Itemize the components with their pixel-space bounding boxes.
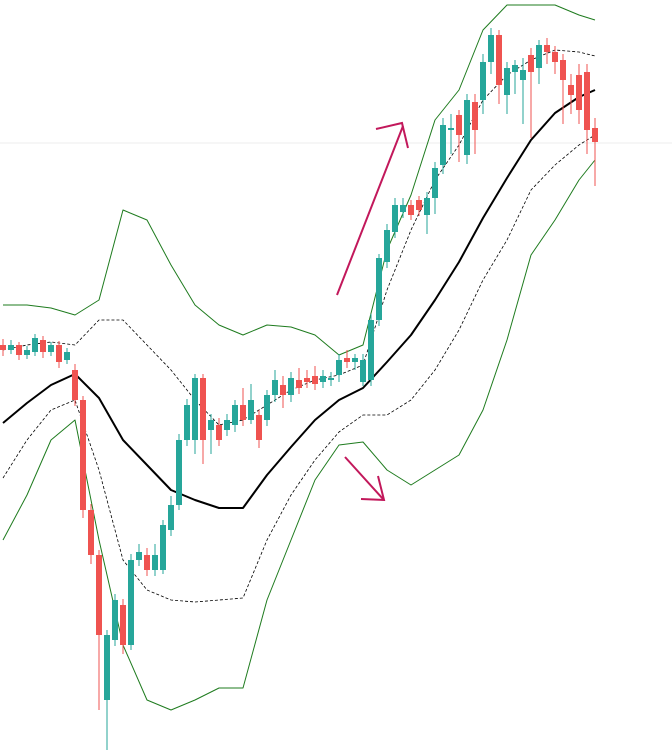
candle-body	[408, 205, 414, 215]
candle-body	[216, 425, 222, 440]
candle-body	[88, 510, 94, 555]
candle-body	[96, 555, 102, 635]
candle-body	[328, 378, 334, 380]
candle-body	[120, 605, 126, 645]
bands	[2, 4, 596, 711]
candle-body	[280, 385, 286, 395]
candle-body	[544, 45, 550, 52]
candle-body	[16, 345, 22, 355]
candle-body	[272, 380, 278, 395]
band-line	[3, 4, 596, 356]
candle-body	[352, 358, 358, 362]
candle-body	[552, 52, 558, 62]
candle-body	[560, 60, 566, 80]
candle-body	[424, 198, 430, 215]
band-line	[2, 49, 596, 426]
candle-body	[192, 378, 198, 440]
candle-body	[368, 320, 374, 380]
candle-body	[104, 635, 110, 700]
candle-body	[264, 395, 270, 420]
candle-body	[320, 376, 326, 382]
candle-body	[416, 200, 422, 210]
candle-body	[456, 115, 462, 135]
candle-body	[536, 45, 542, 68]
candle-body	[72, 370, 78, 400]
candle-body	[344, 358, 350, 362]
candle-body	[224, 420, 230, 430]
candle-body	[248, 400, 254, 420]
annotation-arrow-down	[344, 456, 386, 502]
candle-body	[488, 35, 494, 62]
band-line	[2, 134, 596, 603]
candle-body	[208, 420, 214, 430]
candle-body	[384, 230, 390, 262]
candle-body	[440, 125, 446, 165]
candle-body	[296, 380, 302, 388]
candle-body	[56, 345, 62, 362]
arrow-head	[375, 121, 409, 149]
candle-body	[136, 552, 142, 560]
candle-body	[0, 345, 6, 350]
candle-body	[312, 376, 318, 384]
arrow-shaft	[336, 125, 404, 296]
candle-body	[112, 600, 118, 640]
candle-body	[240, 405, 246, 420]
arrow-shaft	[344, 456, 384, 500]
candle-body	[200, 378, 206, 440]
candle-body	[448, 128, 454, 130]
candle-body	[40, 340, 46, 352]
band-line	[2, 159, 596, 711]
candle-body	[480, 62, 486, 100]
candle-body	[168, 505, 174, 530]
candle-body	[528, 55, 534, 72]
candle-body	[32, 338, 38, 352]
candle-body	[504, 68, 510, 95]
candle-body	[48, 345, 54, 352]
candle-body	[64, 352, 70, 360]
candle-body	[592, 128, 598, 142]
candle-body	[376, 258, 382, 320]
candle-body	[176, 440, 182, 505]
candle-body	[144, 555, 150, 570]
candles	[0, 28, 598, 750]
candle-body	[152, 555, 158, 570]
candle-body	[512, 65, 518, 72]
candle-body	[288, 378, 294, 395]
candle-body	[496, 35, 502, 85]
candle-body	[304, 378, 310, 382]
candle-body	[400, 205, 406, 212]
candle-body	[464, 100, 470, 155]
band-line	[2, 89, 596, 509]
candle-body	[160, 525, 166, 570]
candle-body	[80, 400, 86, 510]
candle-body	[360, 360, 366, 382]
candle-body	[392, 205, 398, 232]
candle-body	[8, 345, 14, 350]
candle-body	[232, 405, 238, 425]
candle-body	[432, 168, 438, 198]
annotation-arrow-up	[336, 121, 409, 296]
candle-body	[568, 85, 574, 95]
candle-body	[576, 75, 582, 110]
candle-body	[128, 560, 134, 645]
candle-body	[520, 70, 526, 80]
candle-body	[184, 405, 190, 440]
candle-body	[256, 415, 262, 440]
candle-body	[472, 102, 478, 130]
candle-body	[584, 72, 590, 130]
candle-body	[24, 350, 30, 355]
candle-body	[336, 360, 342, 375]
arrow-head	[360, 475, 386, 502]
